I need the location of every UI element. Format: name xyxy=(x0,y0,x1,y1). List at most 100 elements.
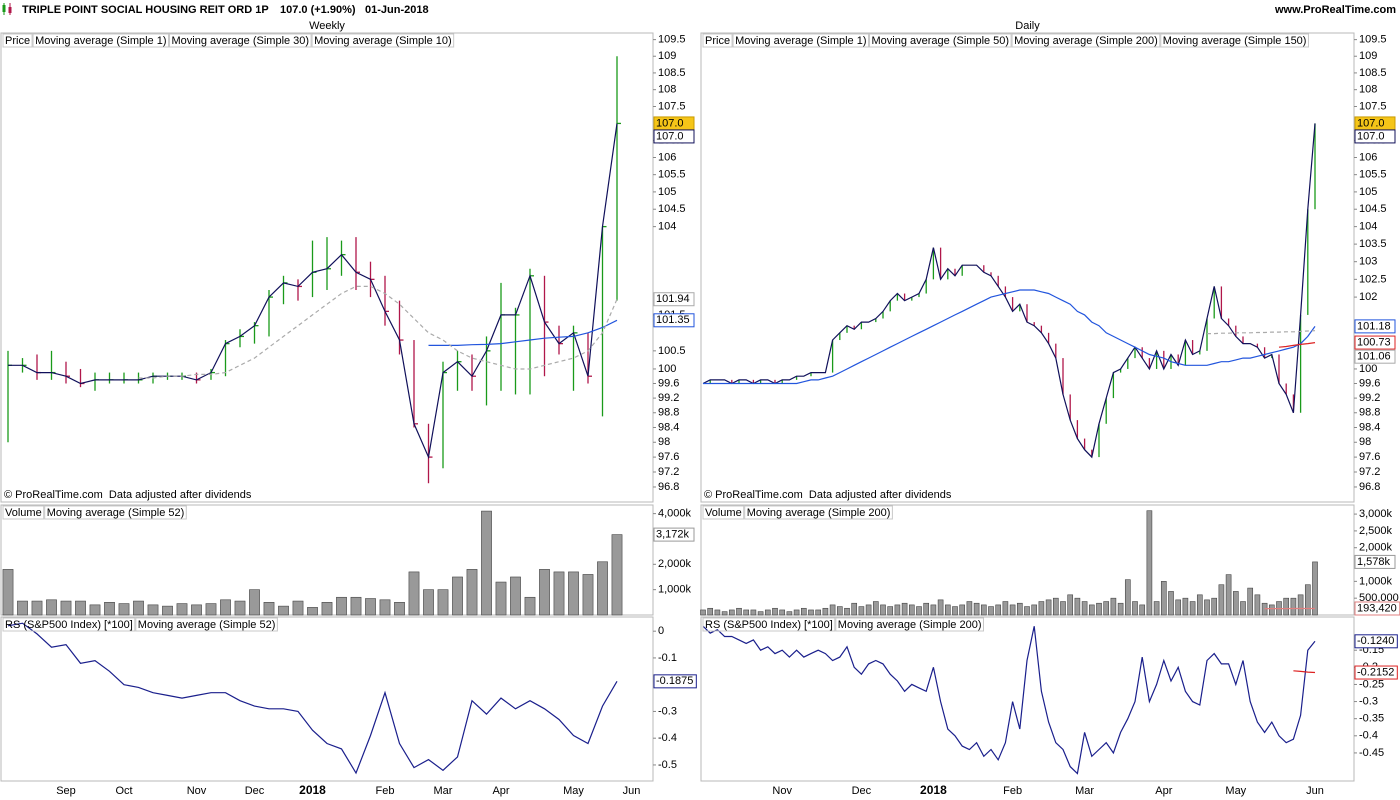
y-tick-label: 99.2 xyxy=(658,392,679,404)
volume-bar xyxy=(880,604,886,616)
y-tick-label: 500,000 xyxy=(1359,592,1399,604)
volume-bar xyxy=(930,604,937,616)
legend-entry: Moving average (Simple 200) xyxy=(1014,35,1158,47)
y-tick-label: 96.8 xyxy=(1359,481,1380,493)
legend-box xyxy=(744,505,893,520)
last-value-label: 101.94 xyxy=(656,293,690,305)
site: www.ProRealTime.com xyxy=(1274,4,1396,16)
last-value-label: 107.0 xyxy=(656,130,684,142)
y-tick-label: 97.2 xyxy=(1359,466,1380,478)
volume-bar xyxy=(1052,597,1059,616)
y-tick-label: 2,000k xyxy=(1359,542,1393,554)
volume-bar xyxy=(60,600,72,616)
x-tick-label: Nov xyxy=(772,785,792,797)
volume-bar xyxy=(923,602,930,616)
y-tick-label: 98 xyxy=(1359,436,1371,448)
x-tick-label: Jun xyxy=(1306,785,1324,797)
moving-average xyxy=(1293,670,1316,674)
volume-bar xyxy=(1204,599,1210,616)
volume-bar xyxy=(1124,579,1131,616)
legend-box xyxy=(2,505,45,520)
last-value-label: 3,172k xyxy=(656,529,690,541)
y-tick-label: -0.3 xyxy=(1359,695,1378,707)
volume-bar xyxy=(1002,601,1009,616)
panel-frame xyxy=(0,32,654,503)
y-tick-label: 102.5 xyxy=(1359,273,1387,285)
volume-bar xyxy=(162,605,173,616)
volume-bar xyxy=(1067,594,1074,616)
moving-average xyxy=(1278,342,1316,348)
volume-bar xyxy=(437,589,449,616)
header-bar xyxy=(0,0,1400,20)
legend-box xyxy=(702,617,836,632)
volume-bar xyxy=(1312,561,1318,616)
y-tick-label: 1,000k xyxy=(1359,575,1393,587)
volume-bar xyxy=(743,609,750,616)
x-tick-label: Apr xyxy=(492,785,509,797)
volume-bar xyxy=(321,602,333,616)
volume-bar xyxy=(1232,591,1239,616)
y-tick-label: -0.25 xyxy=(1359,678,1384,690)
y-tick-label: 100 xyxy=(658,363,676,375)
volume-bar xyxy=(1189,601,1196,616)
volume-bar xyxy=(553,571,565,616)
volume-bar xyxy=(220,599,231,616)
volume-bar xyxy=(858,606,865,616)
volume-bar xyxy=(365,598,376,616)
volume-bar xyxy=(263,602,275,616)
y-tick-label: 105.5 xyxy=(658,169,686,181)
volume-bar xyxy=(829,604,836,616)
volume-bar xyxy=(1297,594,1304,616)
legend-box xyxy=(702,505,745,520)
y-tick-label: 98.8 xyxy=(1359,407,1380,419)
volume-bar xyxy=(1160,581,1167,616)
volume-bar xyxy=(278,605,289,616)
y-tick-label: -0.1 xyxy=(658,652,677,664)
legend-entry: Moving average (Simple 1) xyxy=(735,35,866,47)
volume-bar xyxy=(452,576,463,616)
volume-bar xyxy=(1117,602,1124,616)
volume-bar xyxy=(1175,599,1182,616)
volume-bar xyxy=(481,510,492,616)
volume-bar xyxy=(721,611,728,616)
y-tick-label: 106 xyxy=(658,151,676,163)
last-value-label: -0.1875 xyxy=(656,675,693,687)
y-tick-label: 0 xyxy=(658,625,664,637)
volume-bar xyxy=(191,604,202,616)
volume-bar xyxy=(307,607,318,616)
last-value-label: -0.2152 xyxy=(1357,666,1394,678)
volume-bar xyxy=(1096,602,1102,616)
y-tick-label: 107.5 xyxy=(658,100,686,112)
volume-bar xyxy=(944,604,951,616)
volume-bar xyxy=(379,599,391,616)
last-value-box xyxy=(1354,129,1396,144)
legend-entry: Moving average (Simple 30) xyxy=(172,35,310,47)
panel-frame xyxy=(700,32,1355,503)
y-tick-label: 108 xyxy=(658,84,676,96)
legend-box xyxy=(835,617,984,632)
volume-bar xyxy=(292,600,304,616)
moving-average xyxy=(702,123,1316,459)
legend-entry: Price xyxy=(5,35,30,47)
volume-bar xyxy=(980,604,987,616)
volume-bar xyxy=(147,604,159,616)
x-tick-label: May xyxy=(563,785,584,797)
volume-bar xyxy=(772,607,778,616)
legend-box xyxy=(869,33,1012,48)
y-tick-label: 4,000k xyxy=(658,508,692,520)
volume-bar xyxy=(1304,584,1311,616)
volume-bar xyxy=(800,607,807,616)
last-value-label: -0.1240 xyxy=(1357,635,1394,647)
volume-bar xyxy=(1139,604,1146,616)
y-tick-label: 99.2 xyxy=(1359,392,1380,404)
legend-entry: Moving average (Simple 10) xyxy=(314,35,452,47)
legend-box xyxy=(311,33,455,48)
volume-bar xyxy=(46,599,57,616)
x-tick-label: Nov xyxy=(187,785,207,797)
volume-bar xyxy=(597,561,608,616)
volume-bar xyxy=(1132,601,1138,616)
y-tick-label: 109 xyxy=(658,50,676,62)
y-tick-label: 98 xyxy=(658,436,670,448)
